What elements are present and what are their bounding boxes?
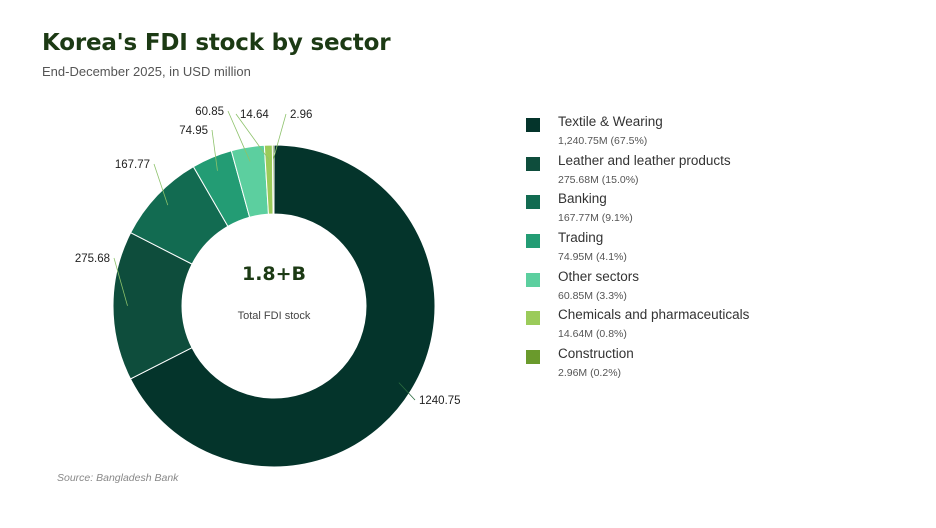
legend-label-chemicals: Chemicals and pharmaceuticals	[558, 307, 750, 323]
chart-subtitle: End-December 2025, in USD million	[42, 64, 251, 79]
legend-label-other: Other sectors	[558, 268, 640, 284]
legend-item-construction: Construction 2.96M (0.2%)	[526, 345, 926, 384]
legend-item-textile: Textile & Wearing 1,240.75M (67.5%)	[526, 113, 926, 152]
legend-label-trading: Trading	[558, 230, 604, 246]
legend-swatch-textile	[526, 118, 540, 132]
leader-line-banking	[153, 163, 169, 206]
legend-item-banking: Banking 167.77M (9.1%)	[526, 190, 926, 229]
legend-detail-banking: 167.77M (9.1%)	[558, 212, 633, 225]
legend-label-construction: Construction	[558, 346, 634, 362]
legend-label-banking: Banking	[558, 191, 607, 207]
slice-label-other-sectors: 60.85	[195, 106, 224, 118]
legend-detail-textile: 1,240.75M (67.5%)	[558, 135, 648, 147]
legend-item-trading: Trading 74.95M (4.1%)	[526, 229, 926, 268]
donut-slices	[112, 144, 436, 468]
leader-line-leather-and-leather-products	[113, 257, 128, 306]
slice-label-leather-and-leather-products: 275.68	[75, 253, 110, 265]
slice-construction	[271, 144, 275, 215]
leader-line-trading	[211, 129, 218, 171]
slice-textile-wearing	[129, 144, 436, 468]
slice-label-construction: 2.96	[290, 109, 312, 121]
legend-swatch-other	[526, 272, 540, 287]
slice-label-banking: 167.77	[115, 159, 150, 171]
leader-lines	[113, 110, 416, 401]
leader-line-chemicals-and-pharmaceuticals	[235, 113, 270, 160]
legend-detail-other: 60.85M (3.3%)	[558, 289, 627, 302]
slice-label-trading: 74.95	[179, 125, 208, 137]
legend-detail-chemicals: 14.64M (0.8%)	[558, 328, 627, 341]
legend-swatch-banking	[526, 195, 540, 210]
slice-label-chemicals-and-pharmaceuticals: 14.64	[240, 109, 269, 121]
legend-label-leather: Leather and leather products	[558, 152, 731, 168]
chart-legend: Textile & Wearing 1,240.75M (67.5%) Leat…	[526, 113, 926, 384]
legend-label-textile: Textile & Wearing	[558, 114, 663, 129]
legend-swatch-trading	[526, 234, 540, 249]
legend-swatch-construction	[526, 350, 540, 365]
chart-title: Korea's FDI stock by sector	[42, 30, 391, 56]
leader-line-construction	[272, 113, 287, 160]
slice-label-textile-wearing: 1240.75	[419, 395, 461, 407]
legend-detail-trading: 74.95M (4.1%)	[558, 251, 627, 264]
legend-swatch-leather	[526, 156, 540, 171]
leader-line-other-sectors	[227, 110, 251, 162]
legend-detail-leather: 275.68M (15.0%)	[558, 173, 639, 186]
center-label: Total FDI stock	[238, 310, 311, 322]
legend-item-leather: Leather and leather products 275.68M (15…	[526, 152, 926, 191]
legend-swatch-chemicals	[526, 311, 540, 326]
legend-detail-construction: 2.96M (0.2%)	[558, 367, 622, 380]
source-note: Source: Bangladesh Bank	[57, 472, 179, 484]
center-value: 1.8+B	[242, 263, 306, 285]
legend-item-chemicals: Chemicals and pharmaceuticals 14.64M (0.…	[526, 306, 926, 345]
slice-labels: 1240.75 275.68 167.77 74.95 60.85 14.64 2.96	[75, 106, 461, 407]
leader-line-textile-wearing	[398, 382, 416, 401]
legend-item-other: Other sectors 60.85M (3.3%)	[526, 268, 926, 307]
